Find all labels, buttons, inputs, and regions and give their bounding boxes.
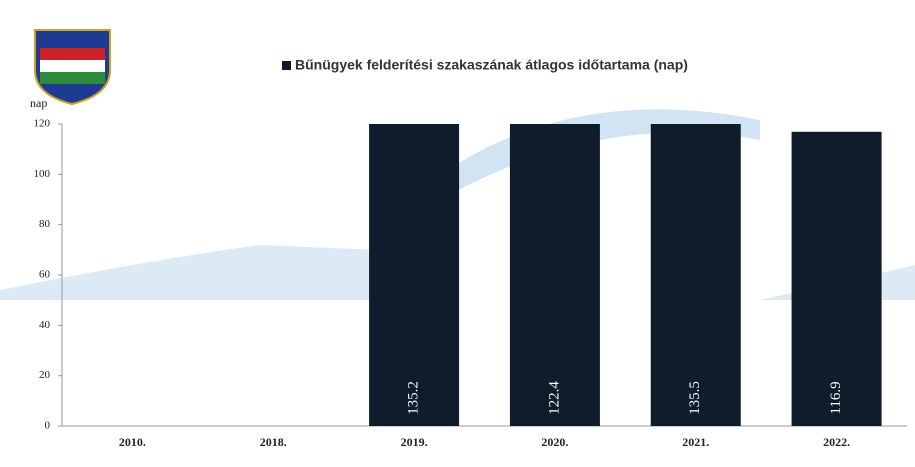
value-label: 135.2 [406,381,422,415]
x-tick-label: 2010. [119,435,146,449]
x-tick-label: 2021. [682,435,709,449]
y-tick-label: 40 [39,319,51,331]
y-axis-label: nap [30,96,47,110]
y-tick-label: 100 [34,168,51,180]
bar [369,124,460,426]
y-tick-label: 0 [45,420,51,432]
y-tick-label: 80 [39,218,51,230]
bar [650,124,741,426]
y-tick-label: 120 [34,118,51,130]
value-label: 135.5 [687,381,703,415]
value-label: 116.9 [828,381,844,414]
bar [509,124,600,426]
logo [34,29,111,106]
y-tick-label: 60 [39,269,51,281]
x-tick-label: 2022. [823,435,850,449]
legend-swatch [282,61,291,70]
bar [791,131,882,426]
value-label: 122.4 [546,381,562,415]
x-tick-label: 2019. [401,435,428,449]
plot-area [369,124,882,426]
legend-label: Bűnügyek felderítési szakaszának átlagos… [295,57,688,73]
y-tick-label: 20 [39,369,51,381]
x-tick-label: 2020. [541,435,568,449]
x-tick-label: 2018. [260,435,287,449]
